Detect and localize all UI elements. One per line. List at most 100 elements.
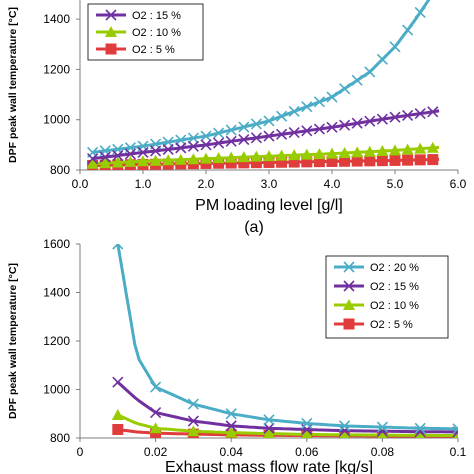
data-point <box>263 422 275 434</box>
data-point <box>99 151 111 163</box>
data-point <box>124 148 136 160</box>
data-point <box>414 6 426 19</box>
data-point <box>363 145 376 157</box>
x-axis-title: Exhaust mass flow rate [kg/s] <box>165 459 373 474</box>
data-point <box>414 108 426 120</box>
data-point <box>238 157 250 169</box>
data-point <box>326 121 338 133</box>
legend-entry: O2 : 10 % <box>370 300 419 312</box>
x-tick-label: 0.02 <box>144 445 168 459</box>
data-point <box>225 135 237 147</box>
legend-entry: O2 : 5 % <box>370 319 413 331</box>
legend-entry: O2 : 20 % <box>370 262 419 274</box>
data-point <box>326 147 338 159</box>
data-point <box>187 153 200 165</box>
x-tick-label: 6.0 <box>450 177 467 191</box>
data-point <box>225 408 237 420</box>
data-point <box>263 115 275 127</box>
series-line-series <box>92 0 431 154</box>
data-point <box>452 423 458 435</box>
x-tick-label: 0.0 <box>72 177 89 191</box>
data-point <box>338 147 351 159</box>
data-point <box>414 154 426 166</box>
data-point <box>351 155 363 167</box>
data-point <box>414 142 427 154</box>
legend: O2 : 20 % O2 : 15 % O2 : 10 % O2 : 5 % <box>325 255 449 339</box>
data-point <box>150 145 162 157</box>
data-point <box>276 110 288 122</box>
data-point <box>200 139 212 151</box>
panel-label: (a) <box>244 219 264 236</box>
legend-entry: O2 : 5 % <box>132 44 175 56</box>
data-point <box>376 113 388 125</box>
data-point <box>301 125 313 137</box>
data-point <box>301 428 313 438</box>
series-line-o2-15 <box>116 381 458 434</box>
data-point <box>389 154 401 166</box>
data-point <box>187 140 199 152</box>
data-point <box>111 156 124 168</box>
data-point <box>213 127 225 139</box>
data-point <box>288 156 300 168</box>
y-tick-label: 800 <box>50 431 70 445</box>
data-point <box>377 429 388 438</box>
data-point <box>339 155 351 167</box>
legend-swatch-marker <box>105 43 117 55</box>
data-point <box>339 420 351 432</box>
data-point <box>427 154 439 166</box>
data-point <box>200 130 212 142</box>
data-point <box>288 105 300 117</box>
data-point <box>313 96 325 108</box>
y-tick-label: 1200 <box>43 334 70 348</box>
data-point <box>288 149 301 161</box>
data-point <box>162 143 174 155</box>
data-point <box>250 150 263 162</box>
data-point <box>149 154 162 166</box>
data-point <box>301 417 313 430</box>
data-point <box>401 143 414 155</box>
x-tick-label: 0.1 <box>450 445 467 459</box>
data-point <box>99 157 112 169</box>
data-point <box>351 74 363 86</box>
data-point <box>376 53 388 65</box>
plot-area <box>86 0 440 170</box>
data-point <box>313 156 325 168</box>
data-point <box>225 157 237 169</box>
data-point <box>212 152 225 164</box>
data-point <box>376 155 388 167</box>
data-point <box>402 109 414 121</box>
data-point <box>402 154 414 166</box>
y-tick-label: 1000 <box>43 383 70 397</box>
data-point <box>339 119 351 131</box>
y-axis-title: DPF peak wall temperature [°C] <box>7 263 19 419</box>
x-tick-label: 0 <box>77 445 84 459</box>
data-point <box>275 149 288 161</box>
data-point <box>112 149 124 162</box>
data-point <box>376 421 388 433</box>
y-tick-label: 1000 <box>43 113 70 127</box>
x-tick-label: 4.0 <box>324 177 341 191</box>
x-tick-label: 0.08 <box>371 445 395 459</box>
y-tick-label: 1600 <box>43 237 70 251</box>
data-point <box>87 153 99 165</box>
data-point <box>376 145 389 157</box>
data-point <box>389 144 401 156</box>
legend-swatch-marker <box>105 9 117 21</box>
data-point <box>137 155 149 167</box>
data-point <box>415 429 425 438</box>
data-point <box>213 137 225 149</box>
data-point <box>162 154 175 166</box>
data-point <box>301 101 313 113</box>
data-point <box>364 155 376 167</box>
data-point <box>187 425 200 437</box>
data-point <box>300 148 313 160</box>
data-point <box>364 66 376 78</box>
data-point <box>149 422 162 434</box>
data-point <box>313 123 325 135</box>
data-point <box>263 156 275 168</box>
data-point <box>263 414 275 426</box>
data-point <box>276 128 288 140</box>
data-point <box>225 420 237 432</box>
series-line-o2-20 <box>116 244 458 431</box>
data-point <box>453 429 458 438</box>
